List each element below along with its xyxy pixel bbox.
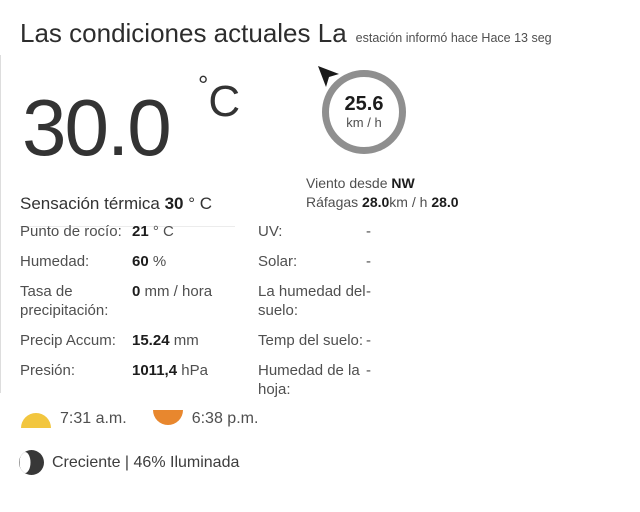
metric-label: UV: bbox=[258, 223, 283, 240]
metric-unit: mm / hora bbox=[144, 283, 213, 300]
wind-speed-unit: km / h bbox=[346, 115, 382, 131]
page-title: Las condiciones actuales La bbox=[20, 18, 347, 48]
gust-unit: km / h bbox=[389, 194, 428, 210]
moon-phase-row: Creciente | 46% Iluminada bbox=[18, 449, 239, 476]
sunset-icon bbox=[152, 410, 183, 425]
metric-label: Humedad de la hoja: bbox=[258, 362, 360, 398]
feels-like-value: 30 bbox=[164, 194, 184, 213]
metric-label: Temp del suelo: bbox=[258, 332, 364, 349]
wind-gusts: Ráfagas 28.0km / h 28.0 bbox=[306, 193, 536, 212]
metric-value: 21 ° C bbox=[132, 222, 258, 241]
degree-symbol: ° bbox=[198, 70, 209, 100]
sunrise-time: 7:31 a.m. bbox=[60, 410, 127, 427]
metric-row-humidity: Humedad: 60 % bbox=[20, 252, 258, 271]
gust-value: 28.0 bbox=[362, 194, 390, 210]
metrics-column-left: Punto de rocío: 21 ° C Humedad: 60 % Tas… bbox=[20, 222, 258, 410]
metric-label: Presión: bbox=[20, 362, 76, 379]
metric-row-precip-accum: Precip Accum: 15.24 mm bbox=[20, 331, 258, 350]
metric-value: - bbox=[366, 332, 371, 349]
gust-label: Ráfagas bbox=[306, 194, 359, 210]
metrics-column-right: UV: - Solar: - La humedad del suelo: - T… bbox=[258, 222, 508, 410]
metric-value: - bbox=[366, 253, 371, 270]
metric-value: 1011,4 hPa bbox=[132, 361, 258, 380]
metric-value: - bbox=[366, 223, 371, 240]
metric-row-solar: Solar: - bbox=[258, 252, 508, 271]
metric-label: Solar: bbox=[258, 253, 298, 270]
temperature-value: 30.0 bbox=[22, 83, 172, 172]
metric-label: Tasa de precipitación: bbox=[20, 283, 109, 319]
metric-unit: % bbox=[152, 253, 167, 270]
metric-row-precip-rate: Tasa de precipitación: 0 mm / hora bbox=[20, 282, 258, 320]
sunrise-sunset-row: 7:31 a.m. 6:38 p.m. bbox=[21, 410, 258, 428]
sunrise-icon bbox=[21, 413, 51, 428]
panel-border bbox=[0, 55, 1, 393]
metric-number: 15.24 bbox=[132, 332, 170, 349]
metric-value: 60 % bbox=[132, 252, 258, 271]
metric-row-pressure: Presión: 1011,4 hPa bbox=[20, 361, 258, 380]
celsius-letter: C bbox=[208, 77, 241, 126]
metric-number: 60 bbox=[132, 253, 149, 270]
moon-phase-text: Creciente | 46% Iluminada bbox=[52, 453, 240, 471]
gust-max-value: 28.0 bbox=[431, 194, 459, 210]
feels-like-label: Sensación térmica bbox=[20, 194, 160, 213]
temperature-section: 30.0 °C Sensación térmica 30 ° C bbox=[20, 62, 240, 227]
metric-row-uv: UV: - bbox=[258, 222, 508, 241]
metric-label: Humedad: bbox=[20, 253, 90, 270]
wind-gauge: 25.6 km / h bbox=[314, 62, 414, 162]
metric-number: 0 bbox=[132, 283, 141, 300]
metric-label: La humedad del suelo: bbox=[258, 283, 366, 319]
metric-row-soil-temp: Temp del suelo: - bbox=[258, 331, 508, 350]
wind-section: 25.6 km / h Viento desde NW Ráfagas 28.0… bbox=[306, 62, 536, 212]
temperature-reading: 30.0 °C bbox=[20, 62, 240, 180]
metric-value: - bbox=[366, 283, 371, 300]
metric-row-leaf-wetness: Humedad de la hoja: - bbox=[258, 361, 508, 399]
wind-from-direction: NW bbox=[391, 175, 415, 191]
metric-label: Punto de rocío: bbox=[20, 223, 122, 240]
celsius-unit: °C bbox=[198, 70, 240, 127]
metric-number: 21 bbox=[132, 223, 149, 240]
metric-number: 1011,4 bbox=[132, 362, 178, 379]
wind-from: Viento desde NW bbox=[306, 174, 536, 193]
metric-row-dew-point: Punto de rocío: 21 ° C bbox=[20, 222, 258, 241]
metric-label: Precip Accum: bbox=[20, 332, 116, 349]
moon-phase-icon bbox=[18, 449, 45, 476]
metric-value: 15.24 mm bbox=[132, 331, 258, 350]
metrics-table: Punto de rocío: 21 ° C Humedad: 60 % Tas… bbox=[20, 222, 525, 410]
wind-speed-value: 25.6 bbox=[344, 93, 384, 116]
sunset-time: 6:38 p.m. bbox=[191, 410, 259, 427]
feels-like-unit: ° C bbox=[188, 194, 213, 213]
header: Las condiciones actuales La estación inf… bbox=[20, 18, 635, 49]
metric-value: - bbox=[366, 362, 371, 379]
metric-value: 0 mm / hora bbox=[132, 282, 258, 320]
wind-from-label: Viento desde bbox=[306, 175, 388, 191]
metric-unit: hPa bbox=[181, 362, 208, 379]
wind-gauge-ring: 25.6 km / h bbox=[322, 70, 406, 154]
feels-like: Sensación térmica 30 ° C bbox=[20, 194, 235, 227]
metric-row-soil-moisture: La humedad del suelo: - bbox=[258, 282, 508, 320]
wind-direction-needle-icon bbox=[318, 66, 339, 87]
metric-unit: mm bbox=[173, 332, 199, 349]
metric-unit: ° C bbox=[152, 223, 174, 240]
station-report-age: estación informó hace Hace 13 seg bbox=[355, 31, 552, 45]
